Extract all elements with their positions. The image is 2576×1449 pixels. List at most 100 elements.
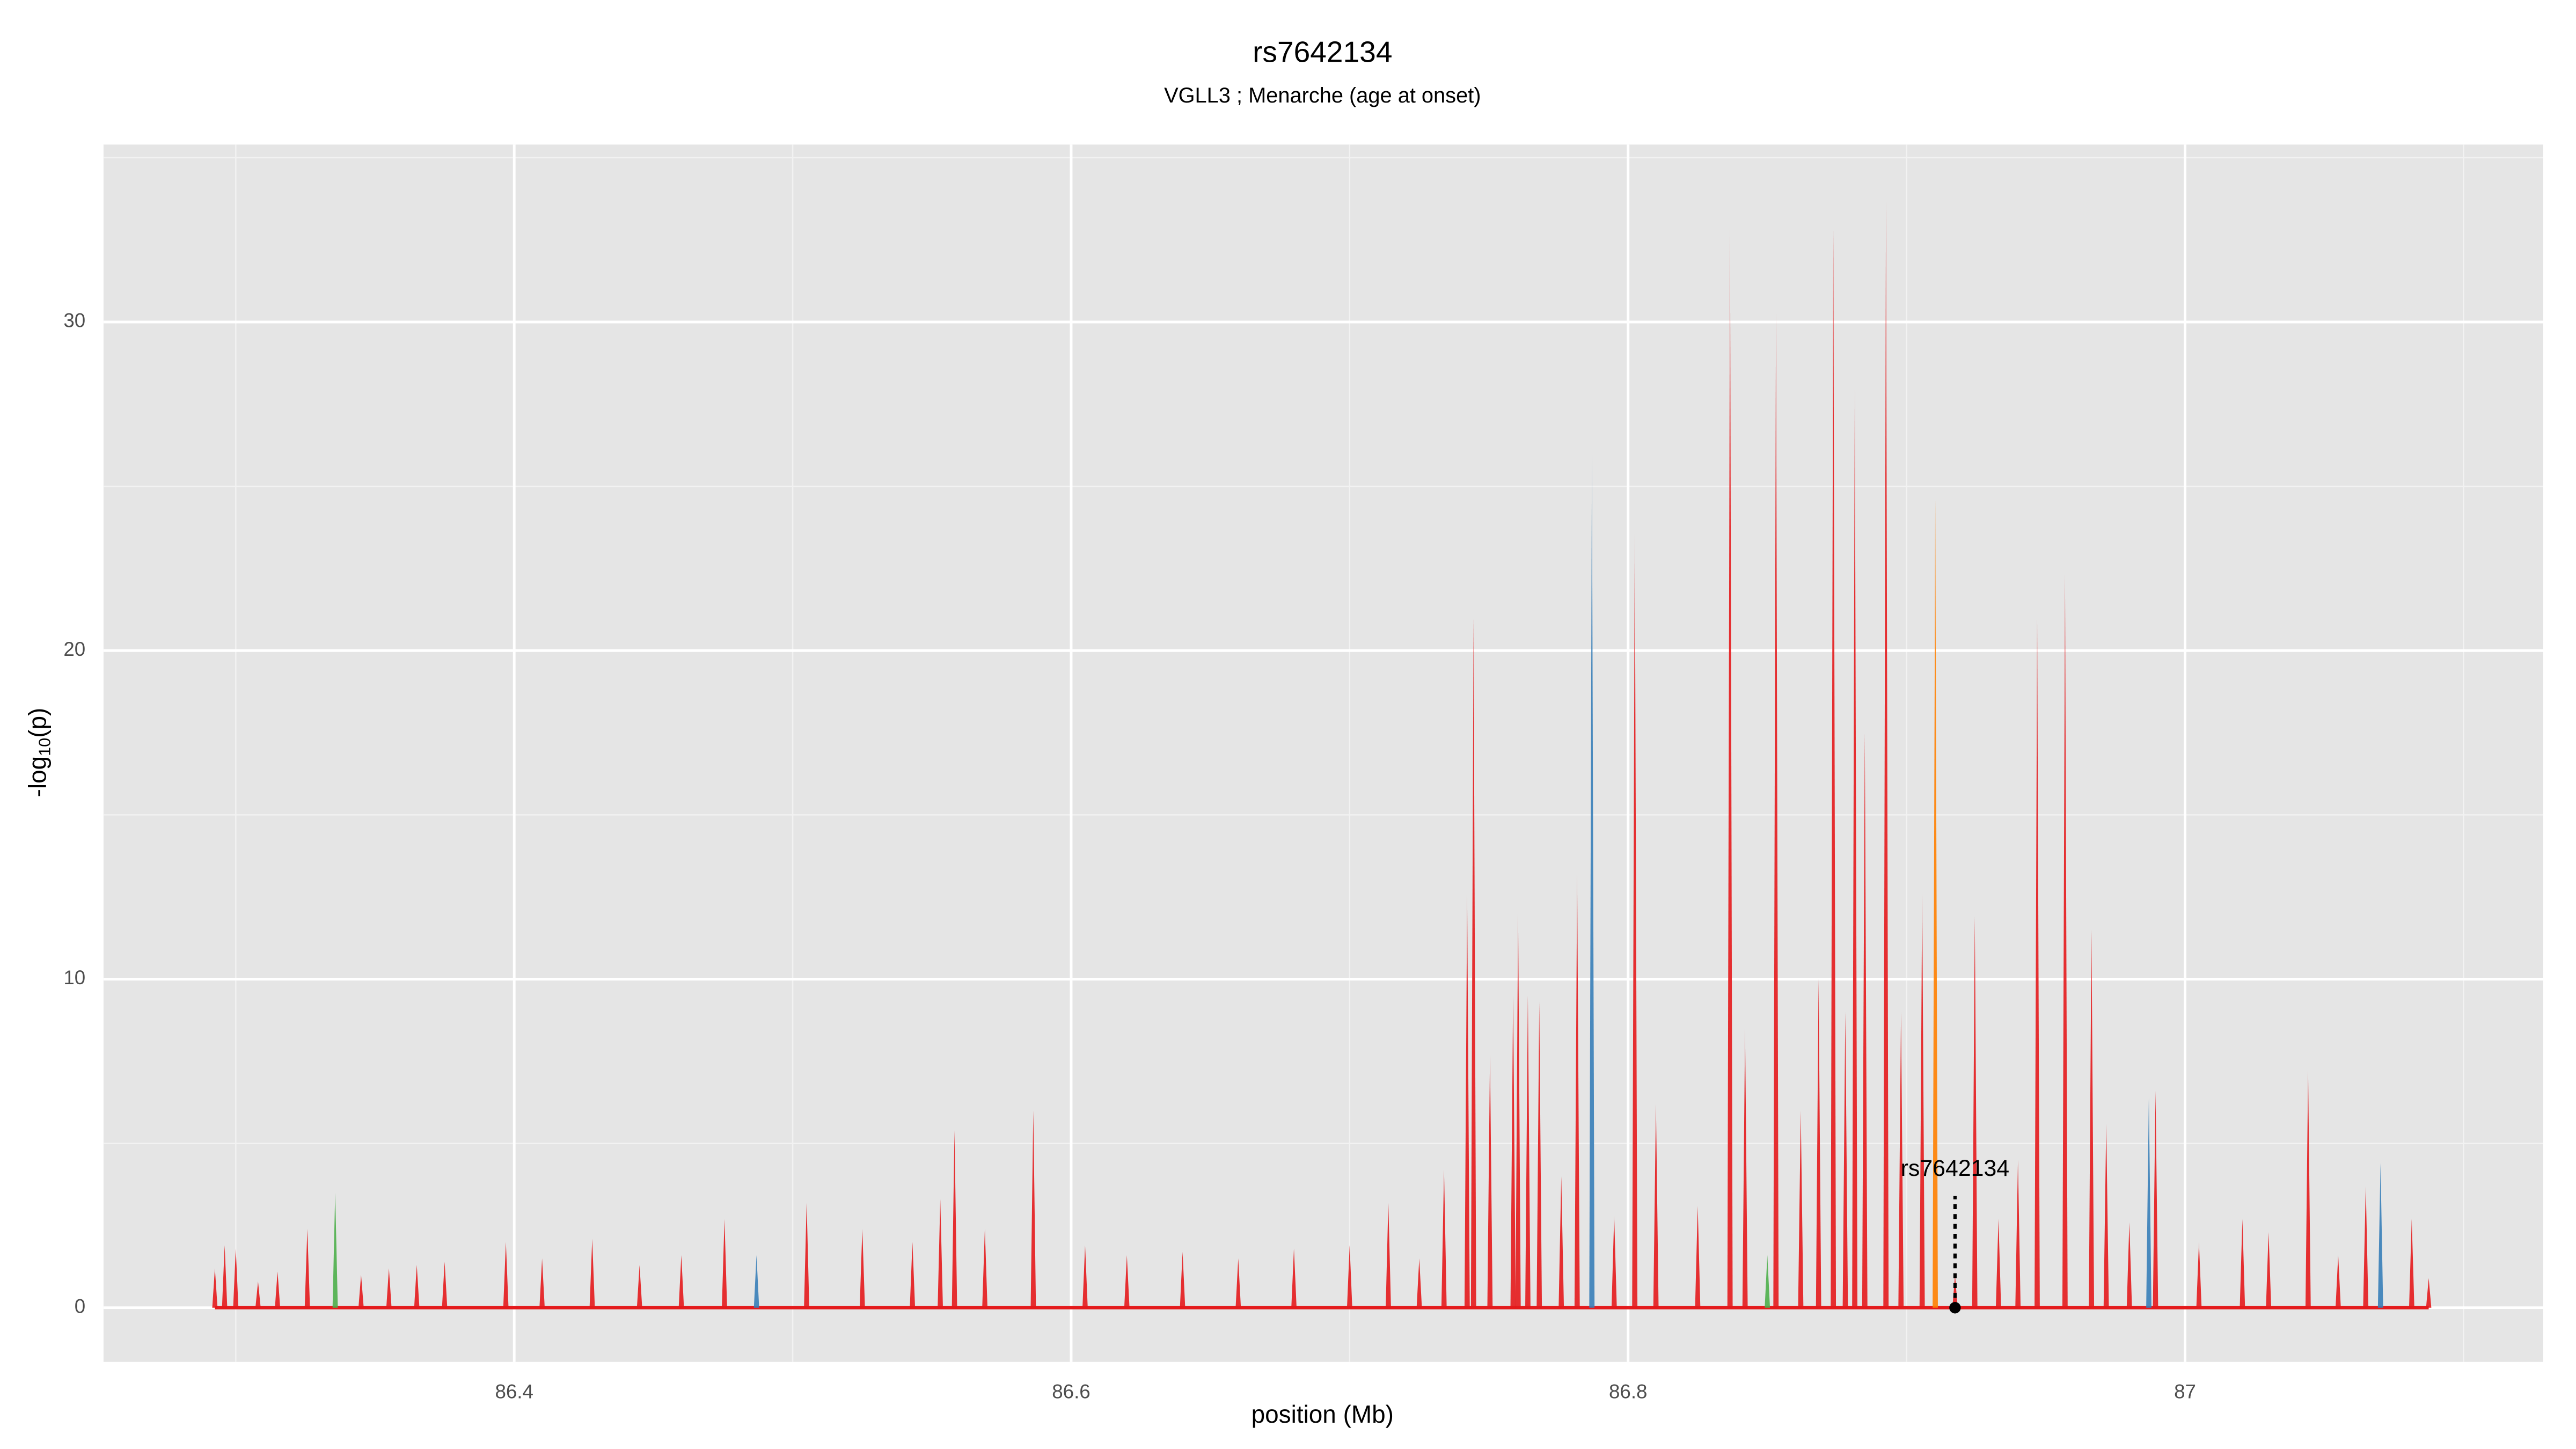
spike (1124, 1255, 1130, 1308)
spike (358, 1275, 364, 1308)
spike (304, 1228, 310, 1308)
spike (1742, 1028, 1748, 1308)
spike (952, 1130, 957, 1308)
y-tick-label: 20 (63, 638, 85, 660)
y-axis-title-part: (p) (24, 708, 52, 738)
spike (503, 1242, 509, 1308)
spike (1030, 1110, 1036, 1308)
spike (1082, 1245, 1088, 1308)
spike (275, 1271, 281, 1308)
spike (1862, 733, 1868, 1308)
spike (1816, 979, 1821, 1308)
chart-title: rs7642134 (1253, 35, 1392, 69)
spike (2305, 1071, 2311, 1308)
plot-panel (103, 144, 2543, 1362)
spike (589, 1239, 595, 1308)
spike (1515, 913, 1521, 1308)
chart-subtitle: VGLL3 ; Menarche (age at onset) (1164, 84, 1481, 107)
spike (1291, 1248, 1297, 1308)
spike (2240, 1219, 2245, 1308)
spike (859, 1228, 865, 1308)
spike (222, 1245, 228, 1308)
spike (1536, 1002, 1542, 1308)
y-axis-title-sub: 10 (36, 738, 54, 756)
spike (1589, 453, 1595, 1308)
spike (1852, 387, 1857, 1308)
spike (910, 1242, 916, 1308)
spike (2426, 1278, 2432, 1308)
spike (1952, 1275, 1958, 1308)
spike (2035, 618, 2040, 1308)
spike (1464, 894, 1470, 1308)
x-tick-label: 86.8 (1609, 1381, 1647, 1403)
x-axis-title: position (Mb) (1252, 1400, 1394, 1428)
spike (2146, 1097, 2151, 1308)
spike (1653, 1104, 1659, 1308)
marks (212, 200, 2432, 1309)
spike (332, 1192, 338, 1308)
spike (1510, 996, 1516, 1308)
spike (722, 1219, 727, 1308)
spike (1180, 1252, 1185, 1308)
annotation-point (1949, 1302, 1961, 1314)
spike (539, 1258, 545, 1308)
spike (2103, 1123, 2109, 1308)
annotation-label: rs7642134 (1901, 1155, 2009, 1181)
spike (753, 1255, 759, 1308)
spike (1727, 230, 1733, 1308)
spike (1470, 618, 1476, 1308)
spike (212, 1268, 218, 1308)
spike (1441, 1169, 1447, 1308)
spike (2363, 1186, 2369, 1308)
spike (1695, 1205, 1701, 1308)
spike (804, 1202, 809, 1308)
spike (1386, 1202, 1391, 1308)
spike (442, 1262, 448, 1308)
spike (2196, 1242, 2202, 1308)
spike (233, 1248, 239, 1308)
spike (2409, 1219, 2414, 1308)
x-tick-label: 86.4 (495, 1381, 533, 1403)
y-axis-title: -log10(p) (24, 708, 54, 797)
y-tick-label: 30 (63, 310, 85, 332)
x-tick-label: 87 (2174, 1381, 2196, 1403)
spike (1346, 1245, 1352, 1308)
spike (938, 1199, 943, 1308)
spike (2089, 930, 2095, 1308)
spike (2126, 1222, 2132, 1308)
spike (1525, 996, 1531, 1308)
spike (2062, 575, 2068, 1308)
spike (255, 1281, 261, 1308)
spike (1919, 894, 1925, 1308)
spike (414, 1265, 420, 1308)
spike (2266, 1232, 2272, 1308)
spike (1798, 1110, 1804, 1308)
spike (2335, 1255, 2341, 1308)
spike (1574, 874, 1580, 1308)
spike (1842, 1012, 1848, 1308)
spike (982, 1228, 988, 1308)
spike (1831, 230, 1836, 1308)
spike (2377, 1163, 2383, 1308)
y-tick-label: 10 (63, 967, 85, 989)
spike (1933, 499, 1938, 1308)
spike (1632, 532, 1638, 1308)
spike (1765, 1255, 1770, 1308)
spike (1898, 1012, 1904, 1308)
spike (1558, 1176, 1564, 1308)
spike (2015, 1160, 2021, 1308)
spike (2153, 1091, 2158, 1308)
spike (1235, 1258, 1241, 1308)
spike (1773, 312, 1779, 1308)
labels: 86.4 86.6 86.8 87 0 10 20 30 rs7642134 (63, 310, 2196, 1403)
spike (1883, 200, 1889, 1308)
spike (1995, 1219, 2001, 1308)
spike (1416, 1258, 1422, 1308)
spike (1487, 1055, 1493, 1308)
spike (1972, 917, 1978, 1308)
spike (678, 1255, 684, 1308)
x-tick-label: 86.6 (1052, 1381, 1090, 1403)
spike (636, 1265, 642, 1308)
